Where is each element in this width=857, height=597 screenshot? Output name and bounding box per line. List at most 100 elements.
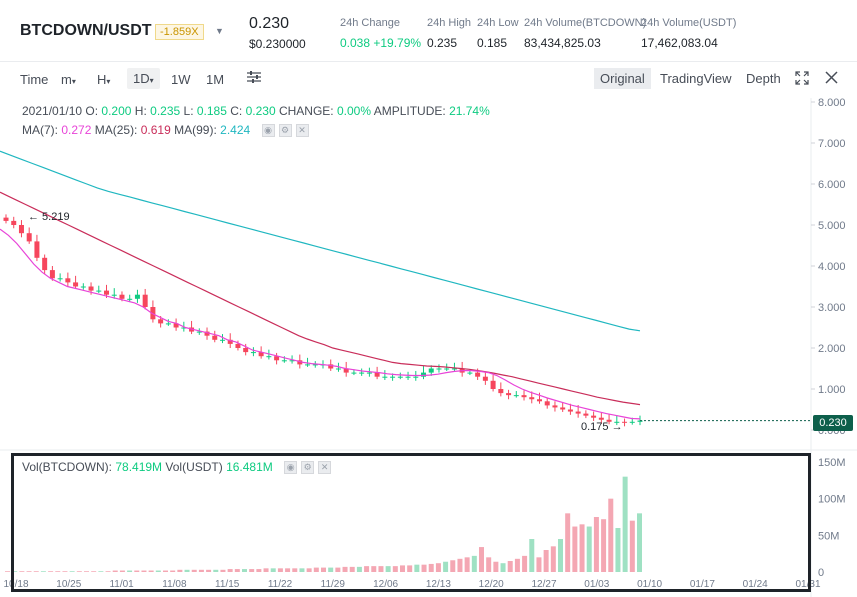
interval-1w[interactable]: 1W xyxy=(171,72,191,87)
ma-legend: MA(7): 0.272 MA(25): 0.619 MA(99): 2.424… xyxy=(22,123,309,138)
settings-icon[interactable]: ⚙ xyxy=(278,124,292,138)
ma7-label: MA(7): xyxy=(22,123,58,137)
candle-body xyxy=(142,294,148,307)
volume-bar xyxy=(443,561,449,572)
last-price-usd: $0.230000 xyxy=(249,37,306,51)
indicator-settings-icon[interactable] xyxy=(246,70,262,87)
last-price: 0.230 xyxy=(249,15,290,32)
pair-name[interactable]: BTCDOWN/USDT xyxy=(20,22,152,39)
x-tick-label: 01/17 xyxy=(690,579,715,590)
volume-bar xyxy=(579,524,585,572)
volume-bar xyxy=(593,517,599,572)
volume-bar xyxy=(558,539,563,572)
candle-body xyxy=(297,360,303,365)
volume-bar xyxy=(349,566,355,572)
stat-24h-vol-usdt-label: 24h Volume(USDT) xyxy=(641,17,737,29)
legend-change: 0.00% xyxy=(337,104,372,118)
x-tick-label: 11/15 xyxy=(215,579,240,590)
interval-1d[interactable]: 1D▾ xyxy=(127,68,160,89)
view-original[interactable]: Original xyxy=(594,68,651,89)
volume-bar xyxy=(514,558,520,572)
legend-close: 0.230 xyxy=(245,104,276,118)
volume-bar xyxy=(55,571,61,572)
candle-body xyxy=(243,348,249,353)
candle-body xyxy=(165,323,171,325)
stat-24h-low-label: 24h Low xyxy=(477,17,519,29)
volume-bar xyxy=(62,571,68,572)
candle-body xyxy=(637,420,643,422)
candle-body xyxy=(606,419,612,422)
close-icon[interactable]: ✕ xyxy=(318,461,332,475)
x-tick-label: 11/08 xyxy=(162,579,187,590)
ticker-header: BTCDOWN/USDT -1.859X ▼ 0.230 $0.230000 2… xyxy=(0,0,857,62)
volume-bar xyxy=(249,569,255,572)
candle-body xyxy=(312,364,318,366)
volume-bar xyxy=(493,561,499,572)
candle-body xyxy=(173,323,179,328)
candle-body xyxy=(351,372,357,374)
volume-bar xyxy=(198,569,204,572)
stat-24h-high-label: 24h High xyxy=(427,17,472,29)
candle-body xyxy=(134,294,140,299)
interval-minute-dropdown[interactable]: m▾ xyxy=(61,72,76,87)
close-icon[interactable] xyxy=(825,71,838,87)
y-tick-label: 5.000 xyxy=(818,220,846,232)
stat-24h-high-value: 0.235 xyxy=(427,36,458,50)
volume-bar xyxy=(234,569,240,572)
candle-body xyxy=(359,372,365,374)
candle-body xyxy=(475,372,481,377)
candle-body xyxy=(583,413,589,416)
close-icon[interactable]: ✕ xyxy=(295,124,309,138)
candlestick-chart[interactable]: 8.000 7.000 6.000 5.000 4.000 3.000 2.000 1.000… xyxy=(0,98,857,597)
volume-bar xyxy=(127,570,133,572)
volume-bar xyxy=(69,571,75,572)
volume-bar xyxy=(285,568,291,572)
volume-bar xyxy=(155,570,161,572)
volume-bar xyxy=(148,570,154,572)
candle-body xyxy=(49,270,55,279)
volume-bar xyxy=(40,571,46,572)
volume-bar xyxy=(33,571,39,572)
volume-bar xyxy=(629,520,635,572)
legend-change-label: CHANGE: xyxy=(278,104,334,118)
candle-body xyxy=(560,407,566,410)
interval-hour-dropdown[interactable]: H▾ xyxy=(97,72,111,87)
ma25-line xyxy=(0,191,641,406)
volume-bar xyxy=(5,571,10,572)
volume-bar xyxy=(84,571,89,572)
volume-bar xyxy=(335,567,341,572)
volume-bar xyxy=(213,569,219,572)
volume-bar xyxy=(464,557,470,572)
eye-icon[interactable]: ◉ xyxy=(261,124,275,138)
fullscreen-icon[interactable] xyxy=(795,71,809,88)
candle-body xyxy=(397,376,403,378)
interval-1m[interactable]: 1M xyxy=(206,72,225,87)
volume-bar xyxy=(134,570,140,572)
stat-24h-vol-btc-value: 83,434,825.03 xyxy=(524,36,601,50)
eye-icon[interactable]: ◉ xyxy=(284,461,298,475)
leverage-badge: -1.859X xyxy=(155,24,204,40)
volume-bar xyxy=(414,564,420,572)
interval-time[interactable]: Time xyxy=(20,72,49,87)
candle-body xyxy=(421,372,427,377)
candle-body xyxy=(374,372,380,377)
candle-body xyxy=(629,421,635,423)
settings-icon[interactable]: ⚙ xyxy=(301,461,315,475)
y-tick-label: 6.000 xyxy=(818,179,846,191)
candle-body xyxy=(382,376,388,378)
volume-bar xyxy=(12,571,18,572)
volume-bar xyxy=(479,547,484,572)
candle-body xyxy=(428,368,434,373)
x-tick-label: 12/06 xyxy=(373,579,398,590)
volume-bar xyxy=(378,566,384,572)
candle-body xyxy=(96,290,102,292)
candle-body xyxy=(513,395,519,397)
chevron-down-icon: ▾ xyxy=(106,77,111,86)
view-tradingview[interactable]: TradingView xyxy=(660,71,732,86)
view-depth[interactable]: Depth xyxy=(746,71,781,86)
candle-body xyxy=(266,356,272,358)
legend-low: 0.185 xyxy=(196,104,227,118)
chevron-down-icon[interactable]: ▼ xyxy=(215,26,224,36)
candle-body xyxy=(305,364,311,366)
vol-btc-value: 78.419M xyxy=(115,460,163,474)
